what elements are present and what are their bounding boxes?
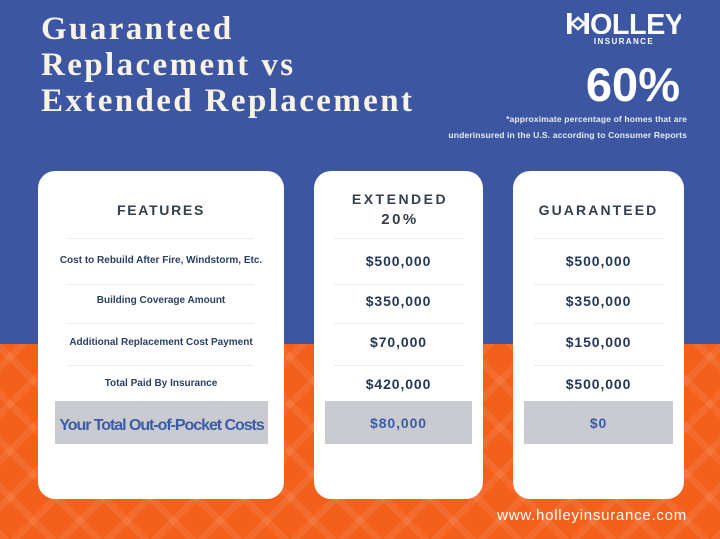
svg-text:OLLEY: OLLEY <box>590 13 681 34</box>
